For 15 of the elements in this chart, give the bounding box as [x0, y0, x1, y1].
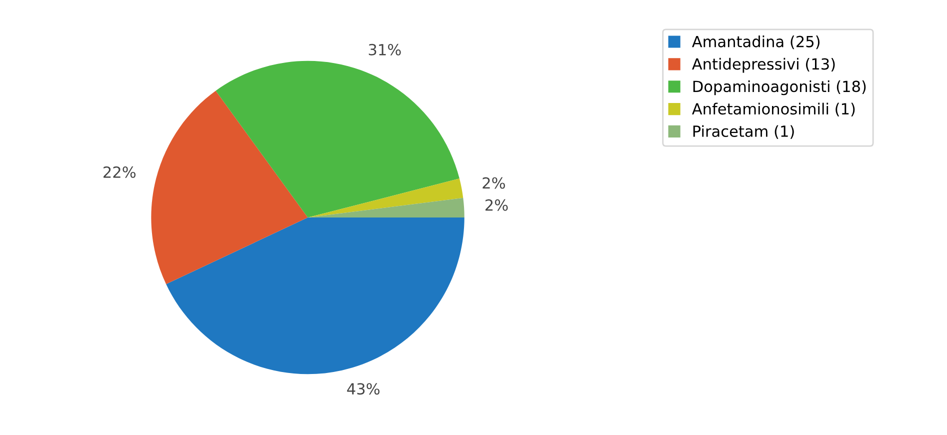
data-label: 31% [368, 44, 401, 56]
data-label: 43% [347, 383, 380, 395]
legend-label: Piracetam (1) [693, 125, 794, 139]
pie-slice [166, 218, 464, 374]
legend-label: Amantadina (25) [692, 36, 820, 50]
legend-label: Dopaminoagonisti (18) [693, 80, 866, 96]
pie-slice [216, 60, 460, 218]
data-label: 2% [482, 177, 505, 189]
pie-slice [308, 178, 464, 218]
data-label: 22% [104, 166, 136, 178]
legend-label: Antidepressivi (13) [692, 58, 835, 73]
pie-slice [308, 198, 464, 218]
legend-label: Anfetamionosimili (1) [692, 102, 855, 116]
data-label: 2% [486, 199, 508, 211]
pie-slice [151, 90, 308, 284]
